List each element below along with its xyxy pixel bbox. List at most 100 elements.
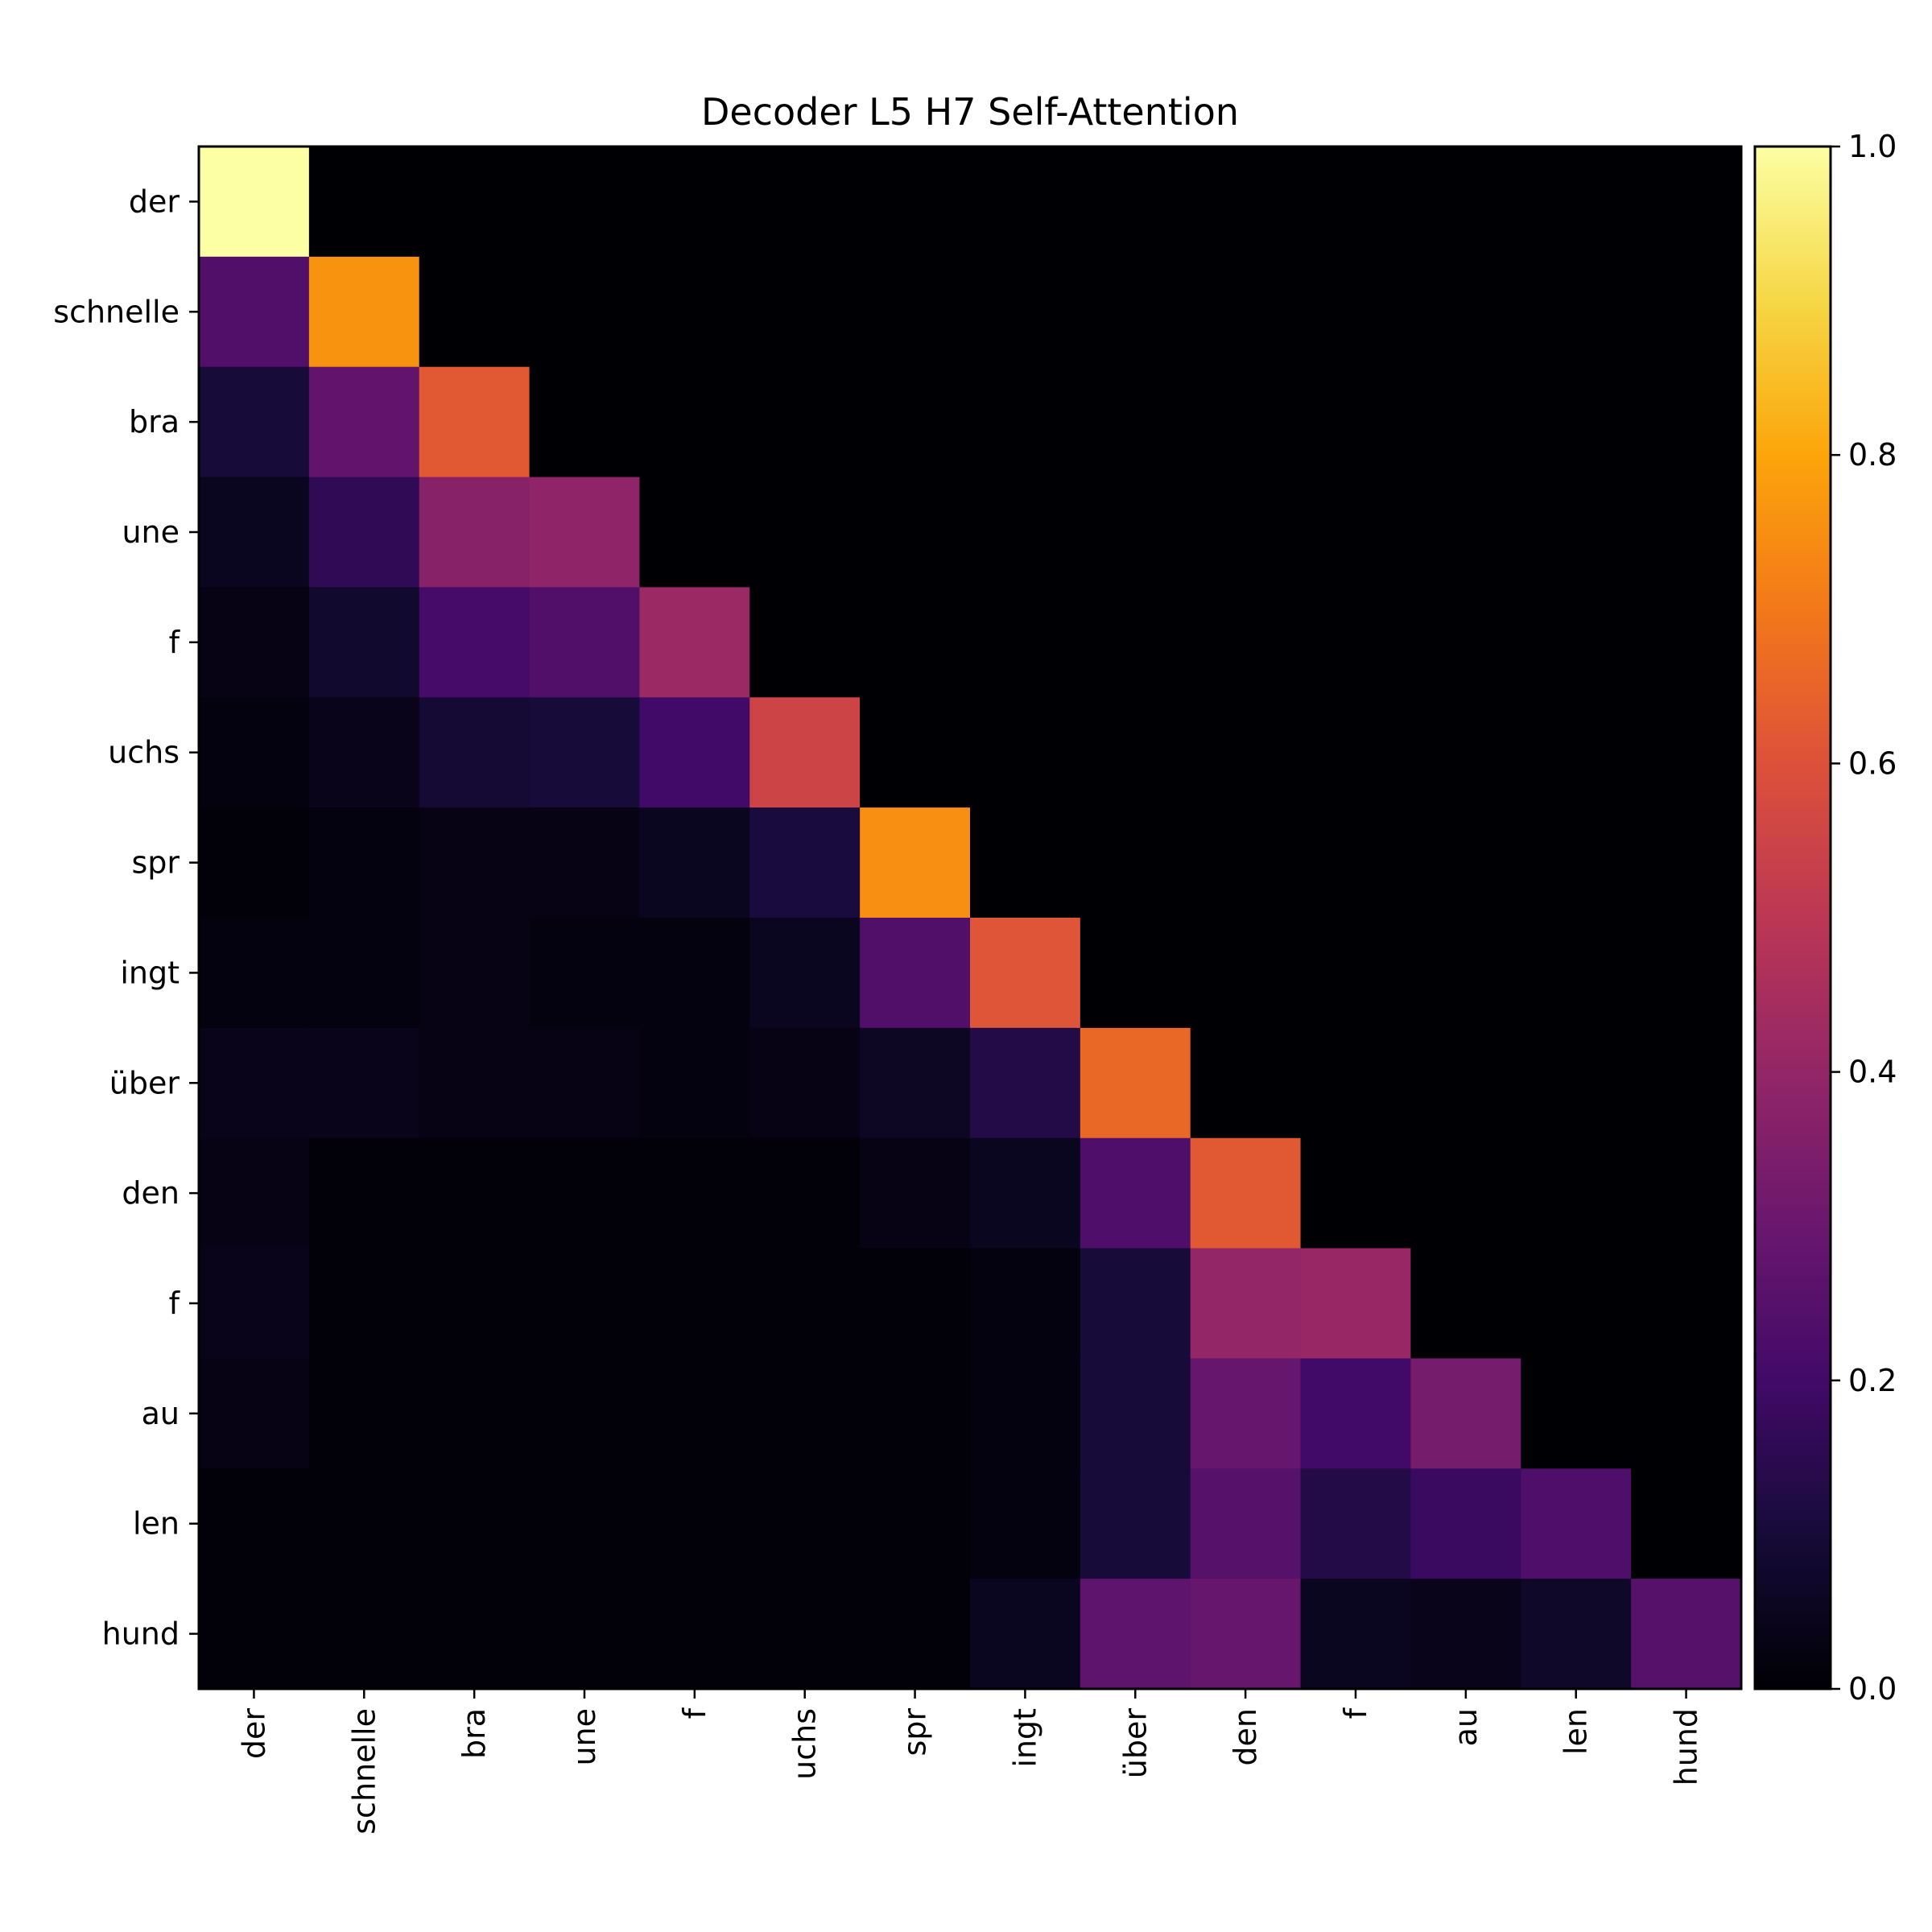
- heatmap-cell-r3-c8: [1080, 477, 1191, 588]
- heatmap-cell-r12-c8: [1080, 1468, 1191, 1579]
- heatmap-cell-r0-c13: [1631, 147, 1742, 258]
- heatmap-cell-r0-c1: [308, 147, 420, 258]
- heatmap-cell-r3-c11: [1410, 477, 1521, 588]
- heatmap-cell-r4-c11: [1410, 587, 1521, 698]
- heatmap-cell-r7-c11: [1410, 918, 1521, 1029]
- heatmap-cell-r12-c10: [1300, 1468, 1412, 1579]
- heatmap-cell-r9-c4: [639, 1137, 750, 1249]
- heatmap-cell-r0-c9: [1190, 147, 1302, 258]
- colorbar-frame: [1753, 145, 1832, 1690]
- colorbar-tick-label: 0.0: [1848, 1671, 1897, 1707]
- heatmap-cell-r6-c6: [860, 807, 971, 919]
- heatmap-cell-r13-c1: [308, 1579, 420, 1690]
- heatmap-cell-r13-c8: [1080, 1579, 1191, 1690]
- heatmap-cell-r1-c13: [1631, 256, 1742, 368]
- heatmap-cell-r6-c1: [308, 807, 420, 919]
- heatmap-cell-r5-c7: [970, 697, 1081, 808]
- heatmap-cell-r7-c9: [1190, 918, 1302, 1029]
- heatmap-cell-r10-c12: [1521, 1248, 1632, 1360]
- heatmap-cell-r2-c3: [529, 366, 641, 478]
- heatmap-cell-r8-c9: [1190, 1027, 1302, 1139]
- heatmap-cell-r11-c13: [1631, 1358, 1742, 1469]
- heatmap-cell-r5-c9: [1190, 697, 1302, 808]
- y-tick-label: f: [169, 625, 181, 660]
- heatmap-cell-r0-c2: [419, 147, 530, 258]
- heatmap-cell-r5-c11: [1410, 697, 1521, 808]
- heatmap-cell-r2-c9: [1190, 366, 1302, 478]
- x-tick-label: bra: [456, 1708, 492, 1759]
- heatmap-cell-r4-c6: [860, 587, 971, 698]
- x-tick-label: hund: [1669, 1708, 1704, 1785]
- heatmap-cell-r10-c11: [1410, 1248, 1521, 1360]
- heatmap-cell-r4-c13: [1631, 587, 1742, 698]
- heatmap-cell-r12-c12: [1521, 1468, 1632, 1579]
- heatmap-cell-r7-c2: [419, 918, 530, 1029]
- heatmap-cell-r11-c9: [1190, 1358, 1302, 1469]
- heatmap-cell-r11-c8: [1080, 1358, 1191, 1469]
- heatmap-cell-r3-c10: [1300, 477, 1412, 588]
- heatmap-cell-r8-c13: [1631, 1027, 1742, 1139]
- heatmap-cell-r3-c9: [1190, 477, 1302, 588]
- heatmap-cell-r8-c10: [1300, 1027, 1412, 1139]
- heatmap-cell-r10-c4: [639, 1248, 750, 1360]
- heatmap-cell-r10-c6: [860, 1248, 971, 1360]
- colorbar-tick-label: 0.2: [1848, 1363, 1897, 1398]
- heatmap-cell-r0-c7: [970, 147, 1081, 258]
- heatmap-cell-r3-c4: [639, 477, 750, 588]
- heatmap-cell-r2-c6: [860, 366, 971, 478]
- heatmap-cell-r1-c11: [1410, 256, 1521, 368]
- heatmap-cell-r0-c12: [1521, 147, 1632, 258]
- heatmap-cell-r11-c2: [419, 1358, 530, 1469]
- heatmap-cell-r11-c10: [1300, 1358, 1412, 1469]
- heatmap-cell-r9-c3: [529, 1137, 641, 1249]
- heatmap-cell-r5-c2: [419, 697, 530, 808]
- y-tick-label: der: [129, 184, 180, 219]
- heatmap-cell-r7-c1: [308, 918, 420, 1029]
- heatmap-cell-r4-c9: [1190, 587, 1302, 698]
- chart-title: Decoder L5 H7 Self-Attention: [701, 90, 1239, 134]
- heatmap-cell-r5-c0: [199, 697, 310, 808]
- heatmap-cell-r9-c12: [1521, 1137, 1632, 1249]
- heatmap-cell-r8-c2: [419, 1027, 530, 1139]
- heatmap-cell-r13-c5: [749, 1579, 861, 1690]
- heatmap-cell-r7-c5: [749, 918, 861, 1029]
- heatmap-cell-r3-c1: [308, 477, 420, 588]
- colorbar-ticks: 0.0 0.2 0.4 0.6 0.8 1.0: [1831, 129, 1897, 1707]
- heatmap-cell-r13-c10: [1300, 1579, 1412, 1690]
- x-tick-label: den: [1228, 1708, 1263, 1766]
- plot-frame: [197, 145, 1743, 1690]
- heatmap-cell-r6-c7: [970, 807, 1081, 919]
- heatmap-cell-r10-c2: [419, 1248, 530, 1360]
- heatmap-cell-r1-c5: [749, 256, 861, 368]
- heatmap-cell-r3-c6: [860, 477, 971, 588]
- heatmap-cell-r1-c2: [419, 256, 530, 368]
- heatmap-cell-r12-c11: [1410, 1468, 1521, 1579]
- heatmap-cell-r12-c5: [749, 1468, 861, 1579]
- heatmap-cell-r1-c3: [529, 256, 641, 368]
- y-tick-label: bra: [129, 404, 180, 440]
- heatmap-cell-r8-c1: [308, 1027, 420, 1139]
- heatmap-cell-r5-c4: [639, 697, 750, 808]
- heatmap-cell-r9-c13: [1631, 1137, 1742, 1249]
- heatmap-cell-r3-c2: [419, 477, 530, 588]
- heatmap-cell-r6-c5: [749, 807, 861, 919]
- heatmap-cell-r2-c7: [970, 366, 1081, 478]
- heatmap-cell-r10-c7: [970, 1248, 1081, 1360]
- heatmap-cell-r12-c7: [970, 1468, 1081, 1579]
- heatmap-cell-r8-c4: [639, 1027, 750, 1139]
- x-tick-label: f: [677, 1707, 712, 1719]
- heatmap-cell-r0-c0: [199, 147, 310, 258]
- heatmap-cell-r1-c9: [1190, 256, 1302, 368]
- heatmap-cell-r5-c6: [860, 697, 971, 808]
- heatmap-cell-r4-c12: [1521, 587, 1632, 698]
- heatmap-cell-r2-c0: [199, 366, 310, 478]
- heatmap-cell-r1-c10: [1300, 256, 1412, 368]
- y-tick-label: une: [122, 514, 180, 550]
- heatmap-cell-r9-c1: [308, 1137, 420, 1249]
- heatmap-cell-r9-c9: [1190, 1137, 1302, 1249]
- heatmap-cell-r6-c4: [639, 807, 750, 919]
- heatmap-cell-r8-c7: [970, 1027, 1081, 1139]
- y-tick-label: hund: [102, 1616, 180, 1652]
- heatmap-cell-r2-c5: [749, 366, 861, 478]
- heatmap-cell-r12-c9: [1190, 1468, 1302, 1579]
